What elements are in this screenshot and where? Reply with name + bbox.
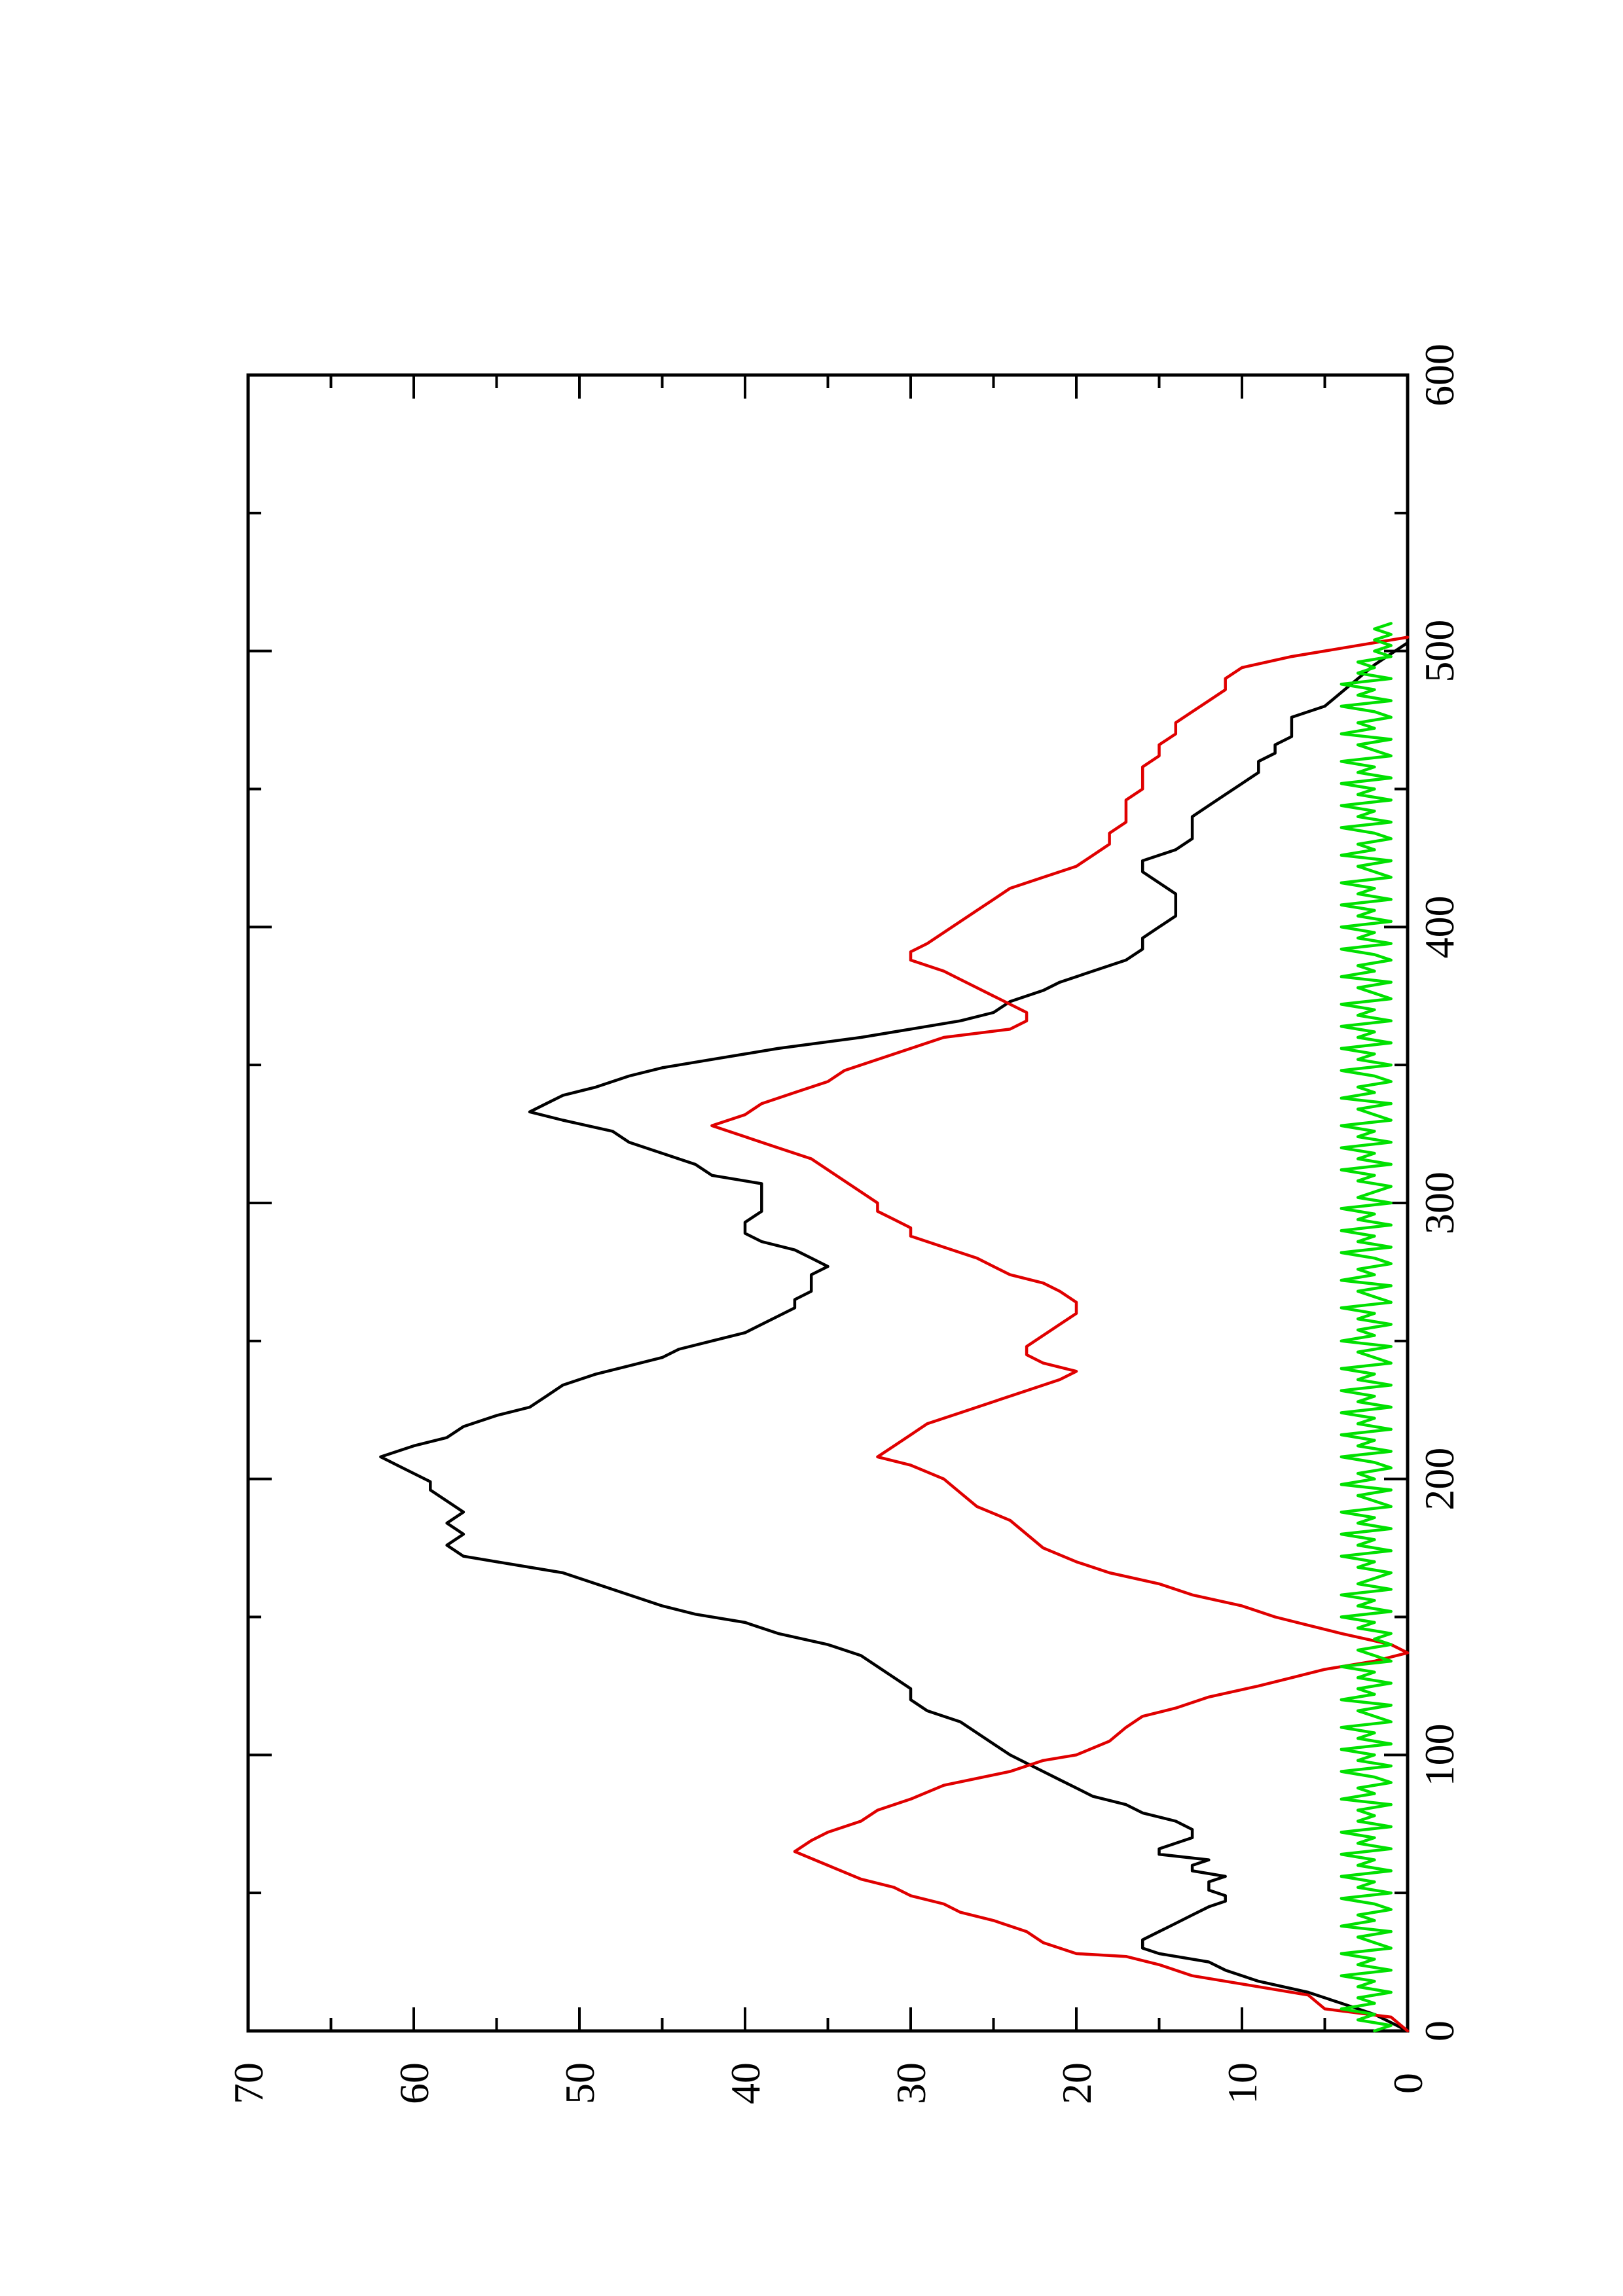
- series-line-3: [1340, 622, 1393, 2033]
- series-line-1: [379, 633, 1410, 2033]
- y-tick-label: 10: [1219, 2062, 1266, 2104]
- x-tick-label: 0: [1416, 2020, 1463, 2041]
- x-tick-label: 300: [1416, 1172, 1463, 1234]
- x-tick-label: 500: [1416, 620, 1463, 683]
- y-tick-label: 70: [225, 2062, 272, 2104]
- axis-tick-labels: 0 100 200 300 400 500 600 0 10 20 30 40 50 60 70: [225, 344, 1463, 2104]
- series-group: [379, 622, 1410, 2033]
- x-tick-label: 400: [1416, 895, 1463, 958]
- y-tick-label: 50: [556, 2062, 603, 2104]
- x-tick-label: 200: [1416, 1448, 1463, 1511]
- x-tick-label: 100: [1416, 1723, 1463, 1786]
- y-tick-label: 30: [888, 2062, 934, 2104]
- y-tick-label: 0: [1385, 2073, 1431, 2094]
- y-tick-label: 60: [391, 2062, 437, 2104]
- y-tick-label: 20: [1053, 2062, 1100, 2104]
- plot-frame: [246, 373, 1410, 2033]
- y-tick-label: 40: [722, 2062, 769, 2104]
- x-tick-label: 600: [1416, 344, 1463, 406]
- series-line-2: [710, 636, 1410, 2033]
- axis-ticks: [247, 374, 1409, 2032]
